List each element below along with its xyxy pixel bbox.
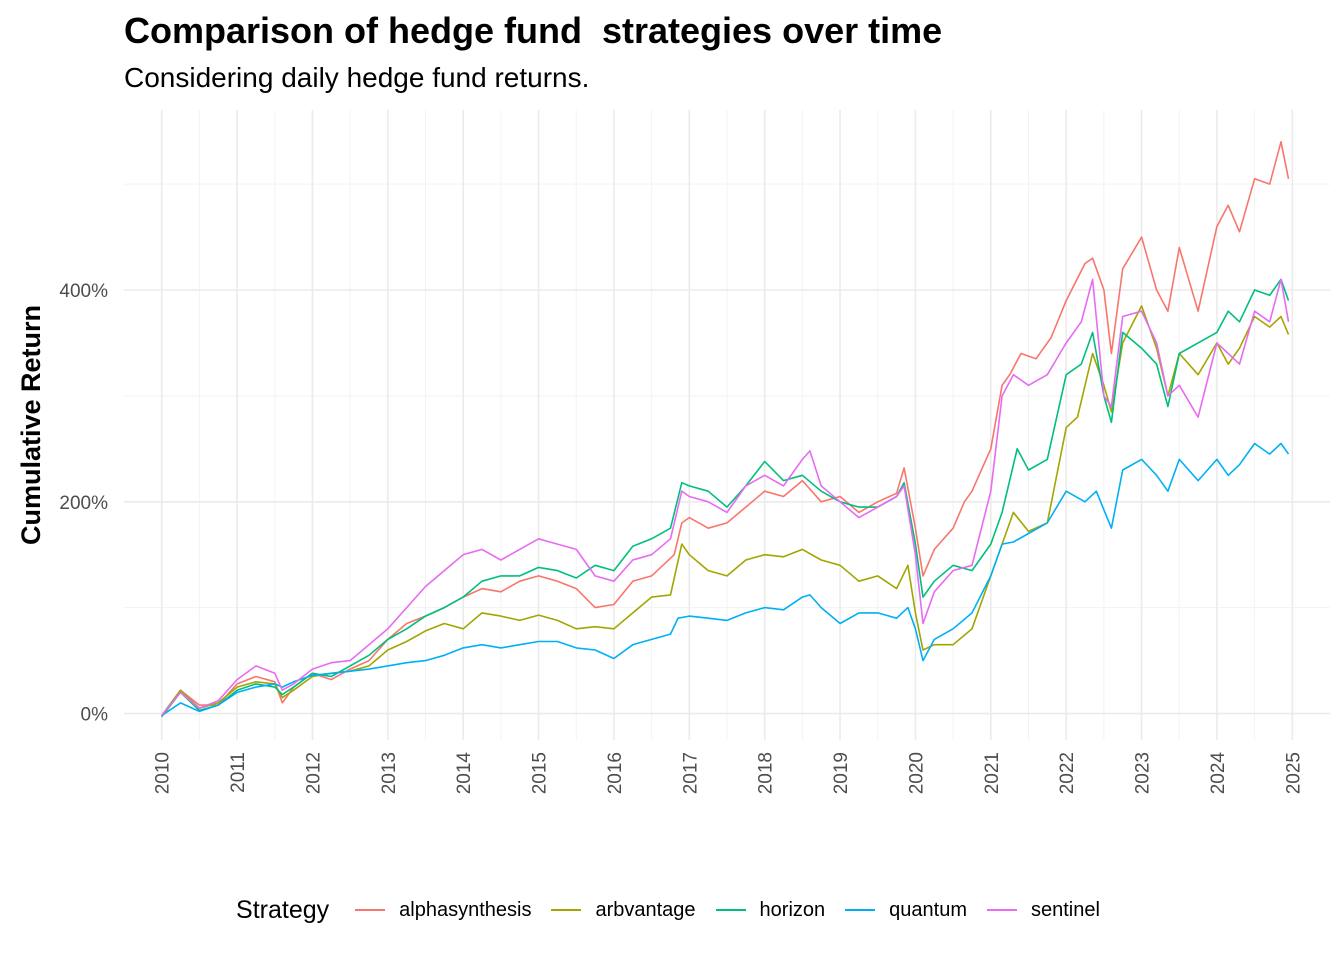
legend-item-alphasynthesis: alphasynthesis xyxy=(355,899,531,922)
x-tick-label: 2015 xyxy=(530,752,551,794)
series-lines xyxy=(161,141,1290,718)
legend-item-horizon: horizon xyxy=(715,898,826,922)
x-tick-label: 2014 xyxy=(454,752,475,795)
x-tick-label: 2016 xyxy=(605,752,626,794)
legend-label: alphasynthesis xyxy=(399,898,532,921)
x-tick-label: 2018 xyxy=(756,752,777,794)
x-tick-label: 2023 xyxy=(1133,752,1154,794)
legend-title: Strategy xyxy=(236,895,330,924)
x-tick-label: 2019 xyxy=(831,752,852,794)
series-line-alphasynthesis xyxy=(161,141,1290,717)
series-line-sentinel xyxy=(161,278,1290,717)
x-tick-label: 2021 xyxy=(982,752,1003,794)
chart-subtitle: Considering daily hedge fund returns. xyxy=(124,62,590,93)
series-line-arbvantage xyxy=(161,305,1290,717)
legend: Strategy alphasynthesis arbvantage horizon… xyxy=(0,890,1344,930)
legend-key-line xyxy=(987,909,1017,911)
x-tick-label: 2011 xyxy=(228,752,249,793)
y-tick-label: 200% xyxy=(59,493,108,514)
legend-item-quantum: quantum xyxy=(845,899,967,922)
x-tick-label: 2022 xyxy=(1057,752,1078,794)
x-tick-label: 2025 xyxy=(1283,752,1304,794)
x-tick-label: 2012 xyxy=(303,752,324,794)
legend-item-sentinel: sentinel xyxy=(987,899,1100,922)
axes: 0% 200% 400% 2010 2011 2012 2013 2014 2015 2016 20… xyxy=(59,281,1304,794)
x-tick-label: 2024 xyxy=(1208,752,1229,795)
legend-label: quantum xyxy=(889,898,967,921)
legend-item-arbvantage: arbvantage xyxy=(551,898,696,922)
y-tick-label: 400% xyxy=(59,281,108,302)
legend-key-line xyxy=(551,909,582,911)
legend-label: horizon xyxy=(759,898,826,921)
gridlines xyxy=(124,110,1330,740)
legend-key-line xyxy=(355,909,386,911)
y-tick-label: 0% xyxy=(81,705,109,726)
series-line-horizon xyxy=(161,278,1290,718)
legend-key-line xyxy=(845,909,876,911)
chart-title: Comparison of hedge fund strategies over… xyxy=(124,10,943,51)
x-tick-label: 2010 xyxy=(153,752,174,794)
legend-label: arbvantage xyxy=(595,898,696,921)
x-tick-label: 2013 xyxy=(379,752,400,794)
x-tick-label: 2020 xyxy=(906,752,927,794)
legend-label: sentinel xyxy=(1031,898,1100,921)
series-line-quantum xyxy=(161,442,1290,717)
x-tick-label: 2017 xyxy=(680,752,701,794)
y-axis-title: Cumulative Return xyxy=(16,305,46,545)
legend-key-line xyxy=(715,909,746,911)
